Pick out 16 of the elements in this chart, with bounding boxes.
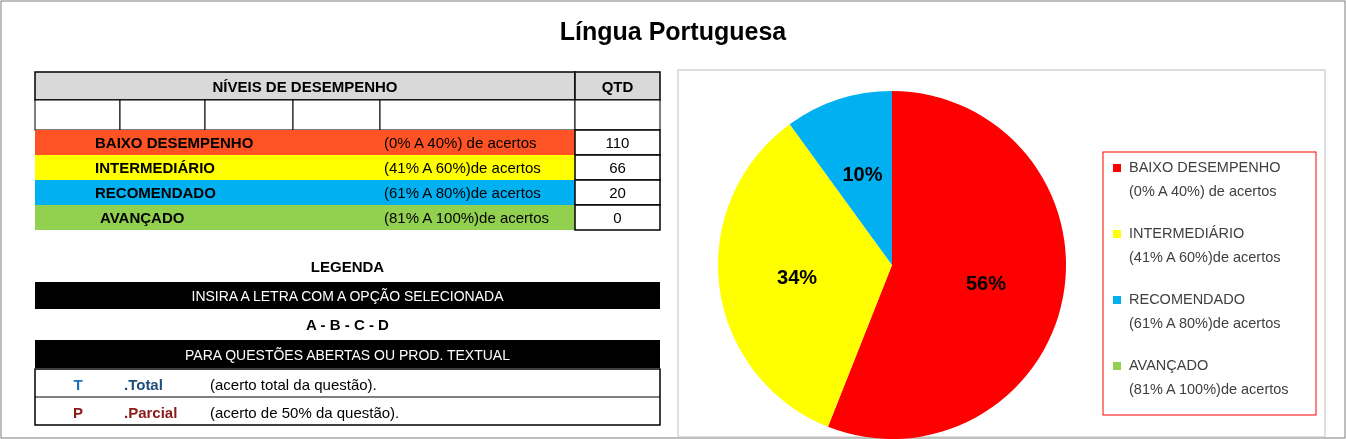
chart-title: Língua Portuguesa xyxy=(559,17,788,45)
text: (81% A 100%)de acertos xyxy=(1129,381,1289,397)
data-label: 10% xyxy=(842,162,883,185)
text: (41% A 60%)de acertos xyxy=(1129,249,1281,265)
legend-label: BAIXO DESEMPENHO xyxy=(1129,159,1281,175)
pie-slice xyxy=(789,91,892,265)
data-label: 34% xyxy=(777,265,818,288)
legend-label: AVANÇADO xyxy=(1129,357,1209,373)
pie-slice xyxy=(718,124,892,427)
text: (61% A 80%)de acertos xyxy=(1129,315,1281,331)
data-label: 56% xyxy=(965,271,1007,294)
pie-slice xyxy=(827,91,1066,439)
legend-label: RECOMENDADO xyxy=(1129,291,1246,307)
legend-table: NÍVEIS DE DESEMPENHO QTD BAIXO DESEMPENHO (0% A 40%) de acertos 110 INTERMEDIÁRIO (41% A 60%)de acertos 66 RECOMENDADO (61% A 80%)de acertos 20 AVANÇADO (81% A 100%)de acertos 0 LEGENDA INSIRA A LETRA COM A OPÇÃO SELECIONADA A - B - C - D PARA QUESTÕES ABERTAS OU PROD. TEXTUAL T .Total (acerto total da questão). P .Parcial (acerto de 50% da questão). xyxy=(34,71,661,426)
legend-label: INTERMEDIÁRIO xyxy=(1129,225,1245,241)
text: (0% A 40%) de acertos xyxy=(1129,183,1277,199)
